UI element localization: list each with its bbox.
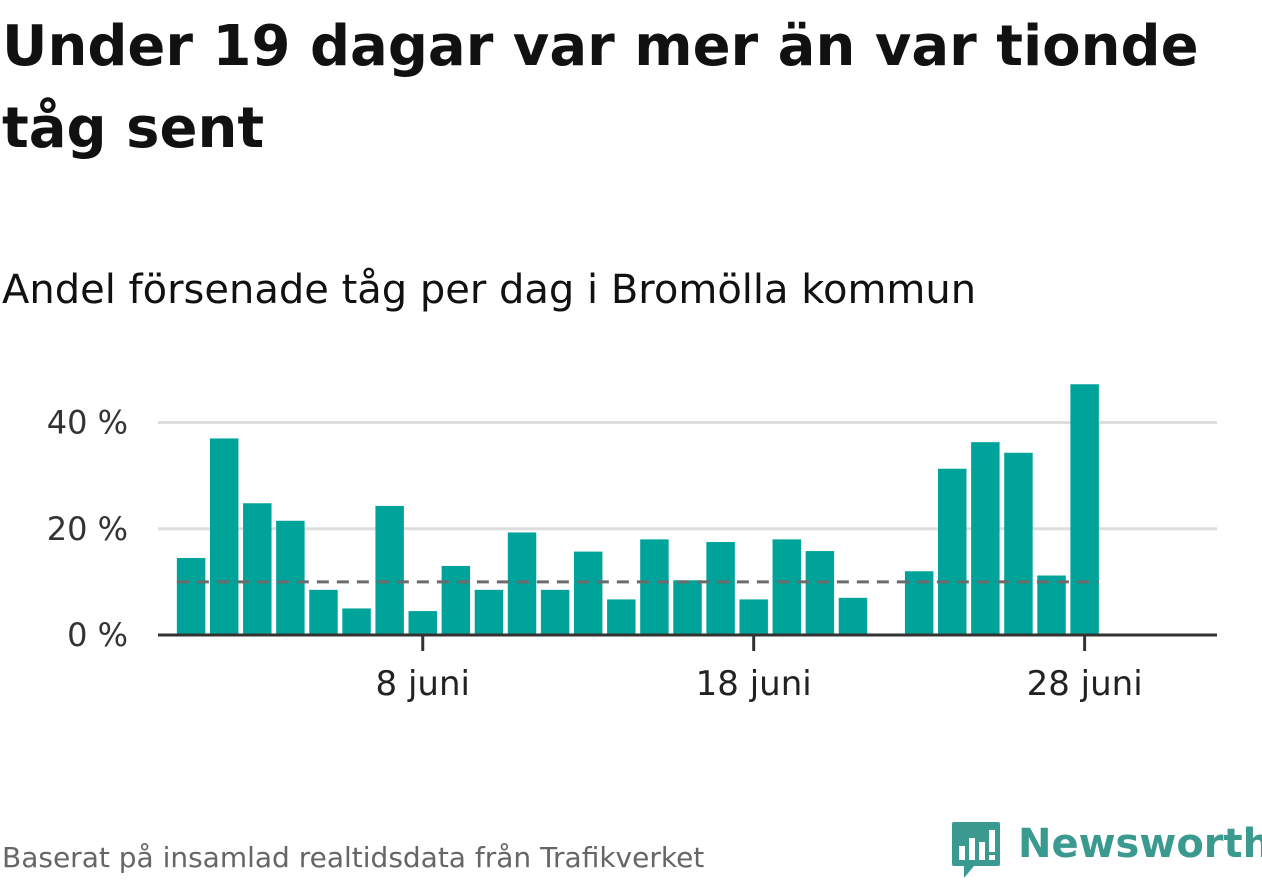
bar xyxy=(176,557,206,635)
y-tick-label: 40 % xyxy=(47,404,128,442)
bar xyxy=(408,611,437,635)
bar xyxy=(243,503,272,635)
y-tick-label: 20 % xyxy=(47,510,128,548)
bar xyxy=(342,608,371,635)
bar xyxy=(540,589,570,635)
bar xyxy=(1004,452,1033,635)
y-tick-label: 0 % xyxy=(67,616,128,654)
bar xyxy=(375,505,404,635)
bar xyxy=(640,539,669,635)
newsworthy-logo: Newsworthy xyxy=(950,818,1262,880)
bar xyxy=(607,599,636,635)
bar xyxy=(706,542,735,635)
bar xyxy=(507,532,537,635)
bar xyxy=(772,539,802,635)
gridlines xyxy=(158,421,1217,531)
bar xyxy=(441,565,471,635)
chart-subtitle: Andel försenade tåg per dag i Bromölla k… xyxy=(2,267,977,313)
x-tick-label: 18 juni xyxy=(696,664,812,704)
logo-text: Newsworthy xyxy=(1018,821,1262,867)
bar-chart: 0 % 20 % 40 % 8 juni 18 juni 28 juni xyxy=(47,384,1217,704)
source-note: Baserat på insamlad realtidsdata från Tr… xyxy=(2,841,705,874)
bar xyxy=(1037,575,1066,635)
newsworthy-logo-icon xyxy=(952,822,1000,878)
bar xyxy=(673,580,702,635)
bar xyxy=(971,442,1000,635)
bar xyxy=(938,468,967,635)
chart-title: Under 19 dagar var mer än var tionde tåg… xyxy=(2,14,1199,161)
bar xyxy=(573,551,603,635)
x-axis xyxy=(158,633,1217,651)
bar xyxy=(276,520,305,635)
x-tick-label: 28 juni xyxy=(1027,664,1143,704)
bar xyxy=(474,589,504,635)
bar xyxy=(309,589,338,635)
bar xyxy=(838,597,868,635)
bar xyxy=(209,438,239,635)
bars xyxy=(176,384,1099,635)
bar xyxy=(1070,384,1099,635)
x-axis-labels: 8 juni 18 juni 28 juni xyxy=(376,664,1143,704)
bar xyxy=(805,551,835,635)
x-tick-label: 8 juni xyxy=(376,664,470,704)
y-axis-labels: 0 % 20 % 40 % xyxy=(47,404,128,655)
bar xyxy=(739,599,768,635)
